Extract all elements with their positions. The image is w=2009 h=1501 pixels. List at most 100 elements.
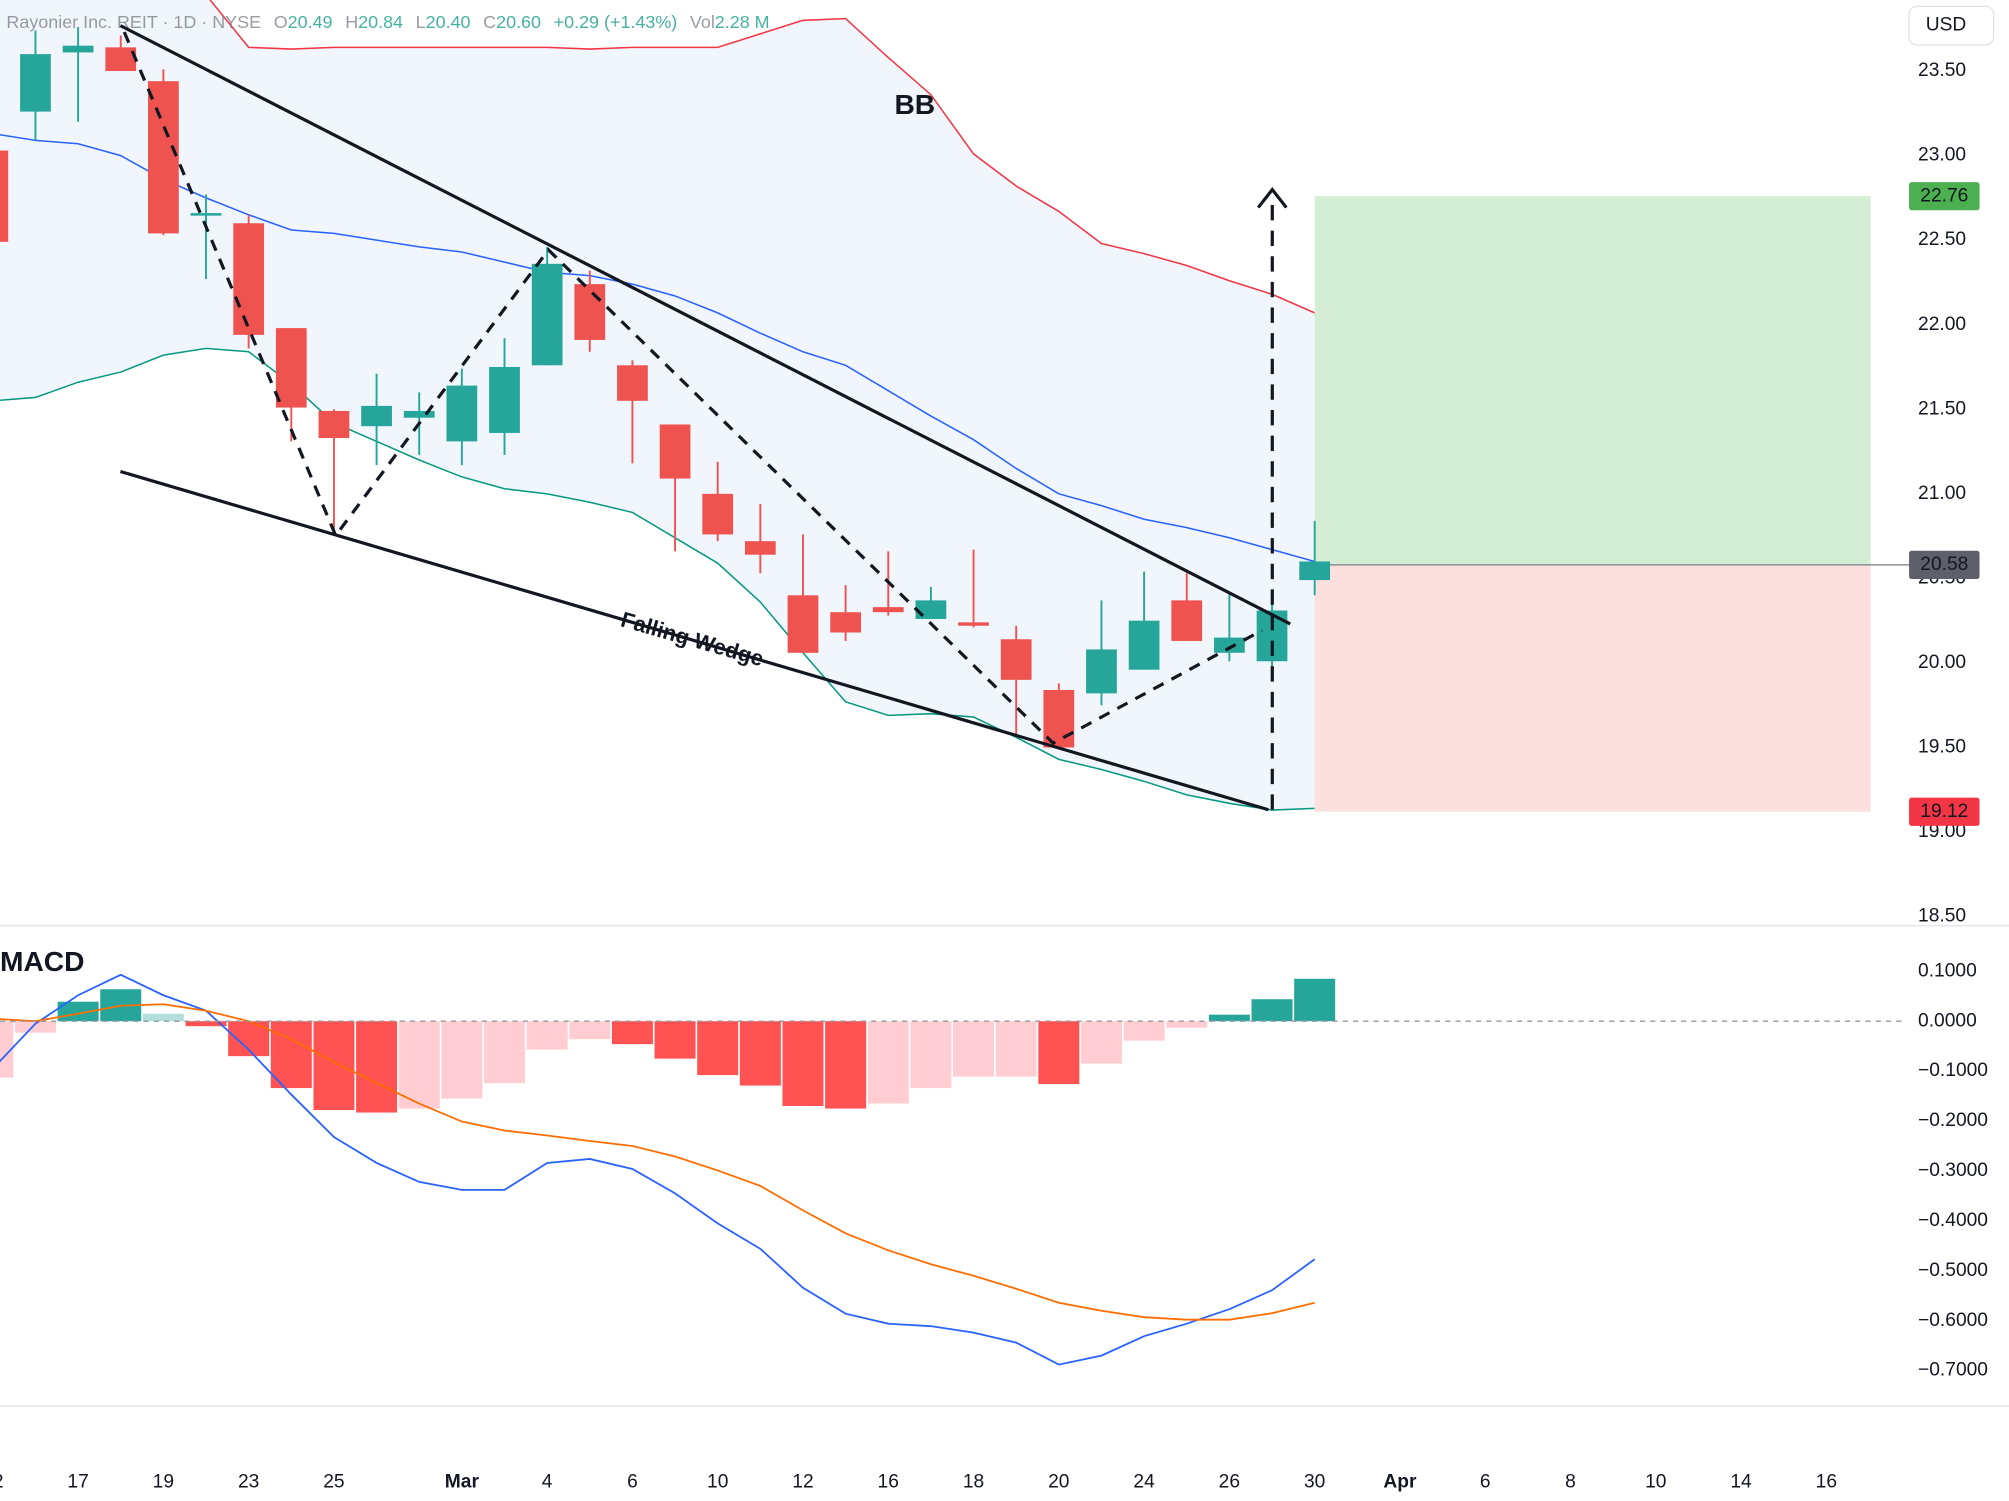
change: +0.29 (+1.43%) — [554, 12, 678, 32]
histogram-bar — [1080, 1021, 1122, 1064]
y-tick-label: 0.0000 — [1918, 1010, 1977, 1031]
indicator-label: BB — [894, 88, 935, 120]
candle-body — [872, 607, 904, 613]
histogram-bar — [1208, 1014, 1250, 1022]
currency-button[interactable] — [1908, 5, 1995, 46]
y-tick-label: −0.3000 — [1918, 1160, 1988, 1181]
ohlc-value: 20.84 — [358, 12, 403, 32]
candle-body — [617, 365, 648, 401]
loss-zone — [1314, 564, 1871, 812]
x-tick-label: 30 — [1304, 1471, 1325, 1492]
candle-body — [1128, 620, 1160, 670]
histogram-bar — [1294, 978, 1336, 1022]
candle-body — [190, 213, 222, 216]
header: Rayonier Inc. REIT · 1D · NYSE O20.49 H2… — [6, 12, 769, 32]
price-badge-label: 19.12 — [1920, 801, 1968, 822]
candle-body — [574, 284, 606, 340]
target-arrow-head — [1256, 187, 1288, 209]
y-tick-label: −0.6000 — [1918, 1310, 1988, 1331]
ohlc-value: 20.60 — [496, 12, 541, 32]
histogram-bar — [526, 1021, 568, 1050]
x-tick-label: 24 — [1133, 1471, 1155, 1492]
x-tick-label: 26 — [1219, 1471, 1240, 1492]
x-tick-label: 4 — [542, 1471, 553, 1492]
axes: 18.5019.0019.5020.0020.5021.0021.5022.00… — [0, 60, 1988, 1492]
candle-body — [403, 410, 435, 418]
symbol: Rayonier Inc. REIT · 1D · NYSE — [6, 12, 261, 32]
candle-body — [1299, 561, 1331, 581]
y-tick-label: 21.50 — [1918, 398, 1966, 419]
candle-body — [702, 493, 734, 535]
signal-line — [0, 1003, 1315, 1321]
x-tick-label: 25 — [323, 1471, 344, 1492]
wave-path — [122, 31, 1263, 746]
band-lower — [0, 347, 1315, 811]
candle-body — [318, 410, 350, 439]
histogram-bar — [739, 1021, 781, 1086]
macd-title: MACD — [0, 945, 85, 977]
histogram-bar — [569, 1021, 611, 1040]
ohlc-label: O — [274, 12, 288, 32]
x-tick-label: 6 — [627, 1471, 638, 1492]
histogram-bar — [1123, 1021, 1165, 1041]
currency[interactable]: USD — [1926, 15, 1967, 36]
y-tick-label: 0.1000 — [1918, 960, 1977, 981]
band-middle — [0, 133, 1315, 563]
y-tick-label: 21.00 — [1918, 483, 1966, 504]
histogram-bar — [356, 1021, 398, 1113]
x-tick-label: 16 — [878, 1471, 899, 1492]
y-tick-label: −0.5000 — [1918, 1260, 1988, 1281]
histogram-bar — [825, 1021, 867, 1109]
y-tick-label: 19.50 — [1918, 737, 1966, 758]
y-tick-label: −0.7000 — [1918, 1360, 1988, 1381]
band-upper — [209, 0, 1315, 314]
candle-body — [958, 622, 989, 626]
position-box — [1314, 196, 1910, 812]
ohlc-label: L — [416, 12, 426, 32]
wedge-upper-line — [119, 24, 1291, 626]
x-tick-label: 16 — [1816, 1471, 1837, 1492]
ohlc-label: C — [483, 12, 496, 32]
candle-body — [361, 405, 392, 427]
candles — [0, 27, 1331, 750]
histogram-bar — [441, 1021, 483, 1099]
candle-body — [1000, 639, 1032, 680]
y-tick-label: 18.50 — [1918, 906, 1966, 927]
histogram-bar — [611, 1021, 653, 1045]
histogram-bar — [0, 1021, 14, 1078]
histogram-bar — [270, 1021, 312, 1089]
candle-body — [531, 263, 563, 366]
macd-line — [0, 973, 1316, 1366]
y-tick-label: 20.00 — [1918, 652, 1966, 673]
x-tick-label: 23 — [238, 1471, 259, 1492]
candle-body — [489, 366, 520, 433]
candle-body — [105, 47, 137, 72]
candle-body — [787, 595, 819, 653]
volume: 2.28 M — [715, 12, 770, 32]
histogram-bar — [910, 1021, 952, 1089]
ohlc-value: 20.40 — [426, 12, 471, 32]
profit-zone — [1314, 196, 1871, 565]
candle-body — [744, 541, 776, 555]
histogram-bar — [782, 1021, 824, 1107]
histogram-bar — [484, 1021, 526, 1084]
price-badge-label: 22.76 — [1920, 185, 1968, 206]
x-tick-label: 8 — [1565, 1471, 1576, 1492]
candle-body — [20, 54, 51, 112]
histogram-bar — [654, 1021, 696, 1059]
y-tick-label: 19.00 — [1918, 821, 1966, 842]
x-tick-label: 12 — [0, 1471, 4, 1492]
histogram-bar — [398, 1021, 440, 1109]
vol-label: Vol — [690, 12, 715, 32]
drawings — [119, 24, 1291, 812]
y-tick-label: 23.00 — [1918, 145, 1966, 166]
y-tick-label: −0.1000 — [1918, 1060, 1988, 1081]
x-tick-label: 10 — [1645, 1471, 1666, 1492]
histogram-bar — [867, 1021, 909, 1104]
price-badge-label: 20.58 — [1920, 554, 1968, 575]
candle-body — [446, 385, 478, 442]
histogram-bar — [1251, 999, 1293, 1022]
candle-body — [0, 150, 9, 242]
